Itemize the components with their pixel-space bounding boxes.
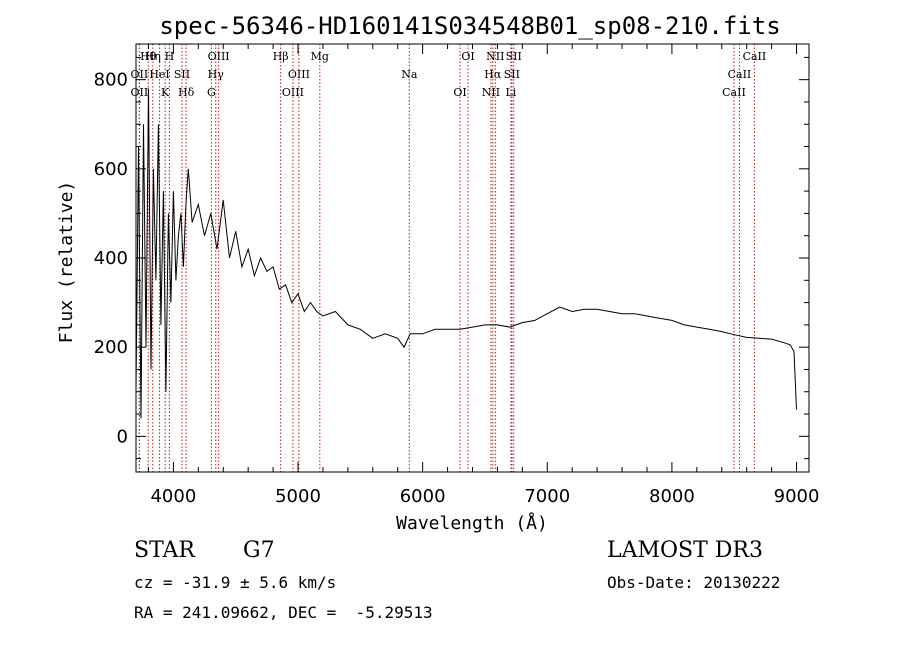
y-tick-label-0: 0 [117,426,128,447]
line-label-17: OI [453,86,466,99]
line-label-21: NII [486,50,504,63]
y-axis-ticks: 0 200 400 600 800 [94,56,809,460]
x-tick-label-4: 8000 [649,486,695,507]
x-tick-label-1: 5000 [275,486,321,507]
observation-date: Obs-Date: 20130222 [607,573,781,592]
x-tick-label-3: 7000 [524,486,570,507]
spectral-line-markers [138,44,755,472]
y-tick-label-4: 800 [94,70,128,91]
line-label-9: OIII [208,50,230,63]
object-class: STAR [134,538,195,563]
line-label-14: OIII [282,86,304,99]
line-label-1: OII [131,68,149,81]
line-label-5: K [161,86,170,99]
line-label-15: Mg [311,50,329,63]
line-label-13: OIII [288,68,310,81]
line-label-27: CaII [743,50,767,63]
y-tick-label-3: 600 [94,159,128,180]
line-label-23: Li [505,86,516,99]
line-label-8: Hδ [178,86,195,99]
line-label-19: Hα [484,68,502,81]
y-tick-label-2: 400 [94,248,128,269]
line-label-12: Hβ [273,50,289,63]
plot-frame [135,43,810,473]
line-label-26: CaII [722,86,746,99]
spectral-line-labels: HθOIIOIIHηHeIKHSIIHδOIIIHγGHβOIIIOIIIMgN… [131,50,767,99]
y-axis-label: Flux (relative) [56,181,77,344]
x-axis-label: Wavelength (Å) [396,512,548,534]
line-label-22: SII [504,68,520,81]
y-tick-label-1: 200 [94,337,128,358]
line-label-2: OII [131,86,149,99]
x-tick-label-5: 9000 [774,486,820,507]
line-label-6: H [165,50,175,63]
line-label-10: Hγ [208,68,225,81]
line-label-7: SII [174,68,190,81]
survey-name: LAMOST DR3 [607,538,763,563]
line-label-20: NII [482,86,500,99]
line-label-0: Hθ [140,50,157,63]
x-tick-label-0: 4000 [150,486,196,507]
line-label-24: SII [506,50,522,63]
x-tick-label-2: 6000 [400,486,446,507]
line-label-3: Hη [145,50,161,63]
x-axis-ticks: 4000 5000 6000 7000 8000 9000 [147,44,820,507]
line-label-25: CaII [728,68,752,81]
redshift-cz: cz = -31.9 ± 5.6 km/s [134,573,337,592]
object-subclass: G7 [243,538,275,563]
spectrum-series-line [135,88,797,419]
chart-title: spec-56346-HD160141S034548B01_sp08-210.f… [159,12,780,40]
line-label-11: G [207,86,216,99]
line-label-18: OI [461,50,474,63]
line-label-4: HeI [149,68,169,81]
ra-dec-coordinates: RA = 241.09662, DEC = -5.29513 [134,603,433,622]
line-label-16: Na [401,68,418,81]
